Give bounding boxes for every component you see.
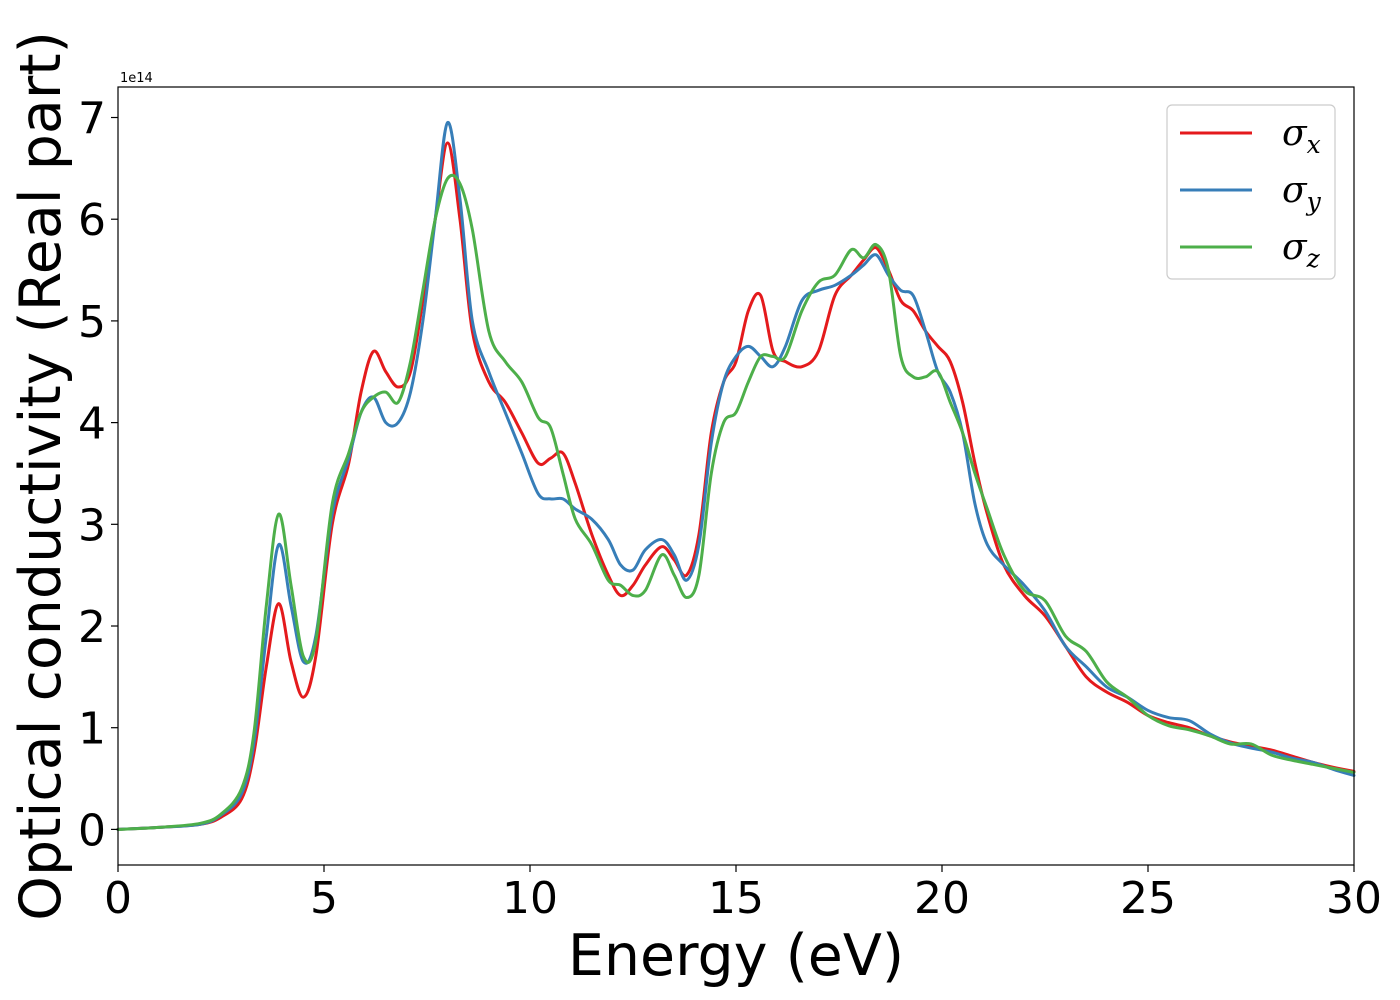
y-tick-label: 0 <box>78 805 106 856</box>
y-offset-label: 1e14 <box>120 71 153 86</box>
legend-subscript: y <box>1306 187 1322 216</box>
y-tick-label: 5 <box>78 297 106 348</box>
x-axis-label: Energy (eV) <box>568 923 904 989</box>
legend-subscript: x <box>1307 130 1321 159</box>
y-tick-label: 2 <box>78 602 106 653</box>
x-tick-label: 15 <box>708 873 764 924</box>
x-tick-label: 5 <box>310 873 338 924</box>
y-tick-label: 7 <box>78 94 106 145</box>
x-tick-label: 25 <box>1120 873 1176 924</box>
x-tick-label: 20 <box>914 873 970 924</box>
legend-frame <box>1166 104 1336 280</box>
y-axis-label: Optical conductivity (Real part) <box>8 31 74 921</box>
series-layer <box>116 121 1356 831</box>
x-tick-label: 0 <box>104 873 132 924</box>
y-tick-label: 3 <box>78 500 106 551</box>
y-tick-label: 6 <box>78 195 106 246</box>
series-line-z <box>116 173 1356 831</box>
x-tick-label: 30 <box>1326 873 1382 924</box>
x-axis-ticks: 0 5 10 15 20 25 30 <box>104 865 1382 924</box>
y-tick-label: 4 <box>78 399 106 450</box>
y-tick-label: 1 <box>78 704 106 755</box>
legend-subscript: z <box>1306 244 1321 273</box>
y-axis-ticks: 0 1 2 3 4 5 6 7 <box>78 94 118 856</box>
x-tick-label: 10 <box>502 873 558 924</box>
